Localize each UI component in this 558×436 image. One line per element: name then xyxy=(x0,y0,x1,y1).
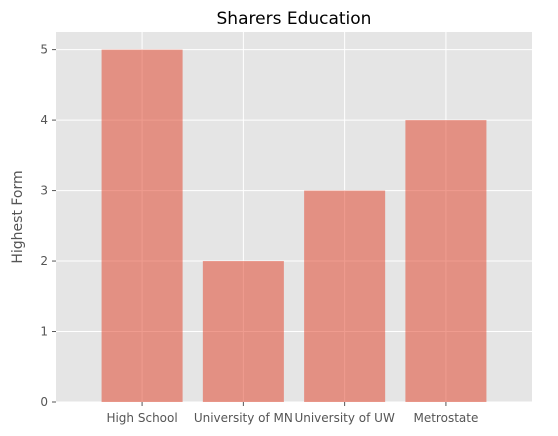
x-tick-label: High School xyxy=(106,411,177,425)
x-tick-label: University of UW xyxy=(294,411,395,425)
bar-metrostate xyxy=(405,120,487,402)
y-tick-label: 5 xyxy=(40,43,48,57)
y-tick-label: 0 xyxy=(40,395,48,409)
chart-title: Sharers Education xyxy=(217,9,372,29)
x-tick-label: Metrostate xyxy=(413,411,478,425)
bar-high-school xyxy=(101,49,183,402)
bar-university-of-uw xyxy=(304,190,386,402)
y-axis-label: Highest Form xyxy=(10,170,26,263)
bar-university-of-mn xyxy=(202,261,284,402)
y-tick-label: 4 xyxy=(40,113,48,127)
x-tick-label: University of MN xyxy=(194,411,293,425)
y-tick-label: 1 xyxy=(40,325,48,339)
y-tick-label: 3 xyxy=(40,184,48,198)
bars xyxy=(101,49,487,402)
y-axis-ticks: 0 1 2 3 4 5 xyxy=(40,43,56,409)
x-axis-ticks: High School University of MN University of… xyxy=(106,402,478,425)
y-tick-label: 2 xyxy=(40,254,48,268)
